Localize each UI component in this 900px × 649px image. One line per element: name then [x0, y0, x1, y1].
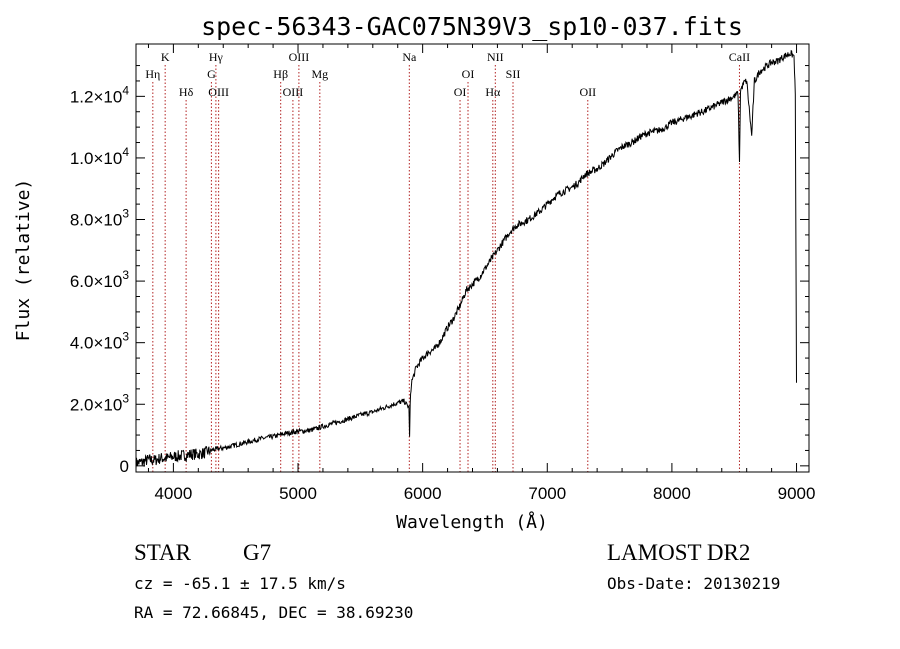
line-label: OIII [283, 85, 304, 99]
y-tick-label: 2.0×103 [70, 391, 129, 414]
line-label: OII [579, 85, 596, 99]
line-label: K [161, 50, 170, 64]
y-tick-label: 1.0×104 [70, 145, 129, 168]
line-label: Hγ [209, 50, 224, 64]
line-label: OI [454, 85, 467, 99]
y-tick-label: 4.0×103 [70, 330, 129, 353]
line-label: CaII [729, 50, 750, 64]
line-label: Hδ [179, 85, 194, 99]
y-axis-label: Flux (relative) [13, 179, 34, 342]
line-label: SII [506, 67, 521, 81]
x-tick-label: 7000 [528, 484, 566, 503]
survey-name: LAMOST DR2 [607, 540, 751, 565]
object-subclass: G7 [243, 540, 272, 565]
x-tick-label: 4000 [154, 484, 192, 503]
line-label: NII [487, 50, 504, 64]
y-tick-label: 1.2×104 [70, 83, 129, 106]
chart-title: spec-56343-GAC075N39V3_sp10-037.fits [201, 12, 743, 41]
observation-date: Obs-Date: 20130219 [607, 574, 781, 593]
line-label: OIII [208, 85, 229, 99]
x-tick-label: 5000 [279, 484, 317, 503]
line-label: OI [462, 67, 475, 81]
line-markers [152, 65, 740, 472]
coordinates: RA = 72.66845, DEC = 38.69230 [134, 603, 414, 622]
y-tick-label: 0 [120, 457, 129, 476]
line-label: Na [402, 50, 417, 64]
object-class: STAR [134, 540, 191, 565]
x-tick-label: 6000 [404, 484, 442, 503]
line-label: G [207, 67, 216, 81]
redshift-cz: cz = -65.1 ± 17.5 km/s [134, 574, 346, 593]
y-axis: 0 2.0×103 4.0×103 6.0×103 8.0×103 1.0×104 1.2×… [70, 65, 809, 476]
line-label: Hβ [273, 67, 288, 81]
x-axis: 4000 5000 6000 7000 8000 9000 [147, 44, 816, 503]
x-tick-label: 9000 [778, 484, 816, 503]
y-tick-label: 8.0×103 [70, 207, 129, 230]
y-tick-label: 6.0×103 [70, 268, 129, 291]
line-label: Mg [311, 67, 328, 81]
spectrum-line [135, 49, 797, 469]
line-label: Hα [485, 85, 501, 99]
x-tick-label: 8000 [653, 484, 691, 503]
line-label: OIII [289, 50, 310, 64]
x-axis-label: Wavelength (Å) [396, 511, 548, 533]
line-label: Hη [145, 67, 160, 81]
plot-frame [135, 43, 810, 473]
